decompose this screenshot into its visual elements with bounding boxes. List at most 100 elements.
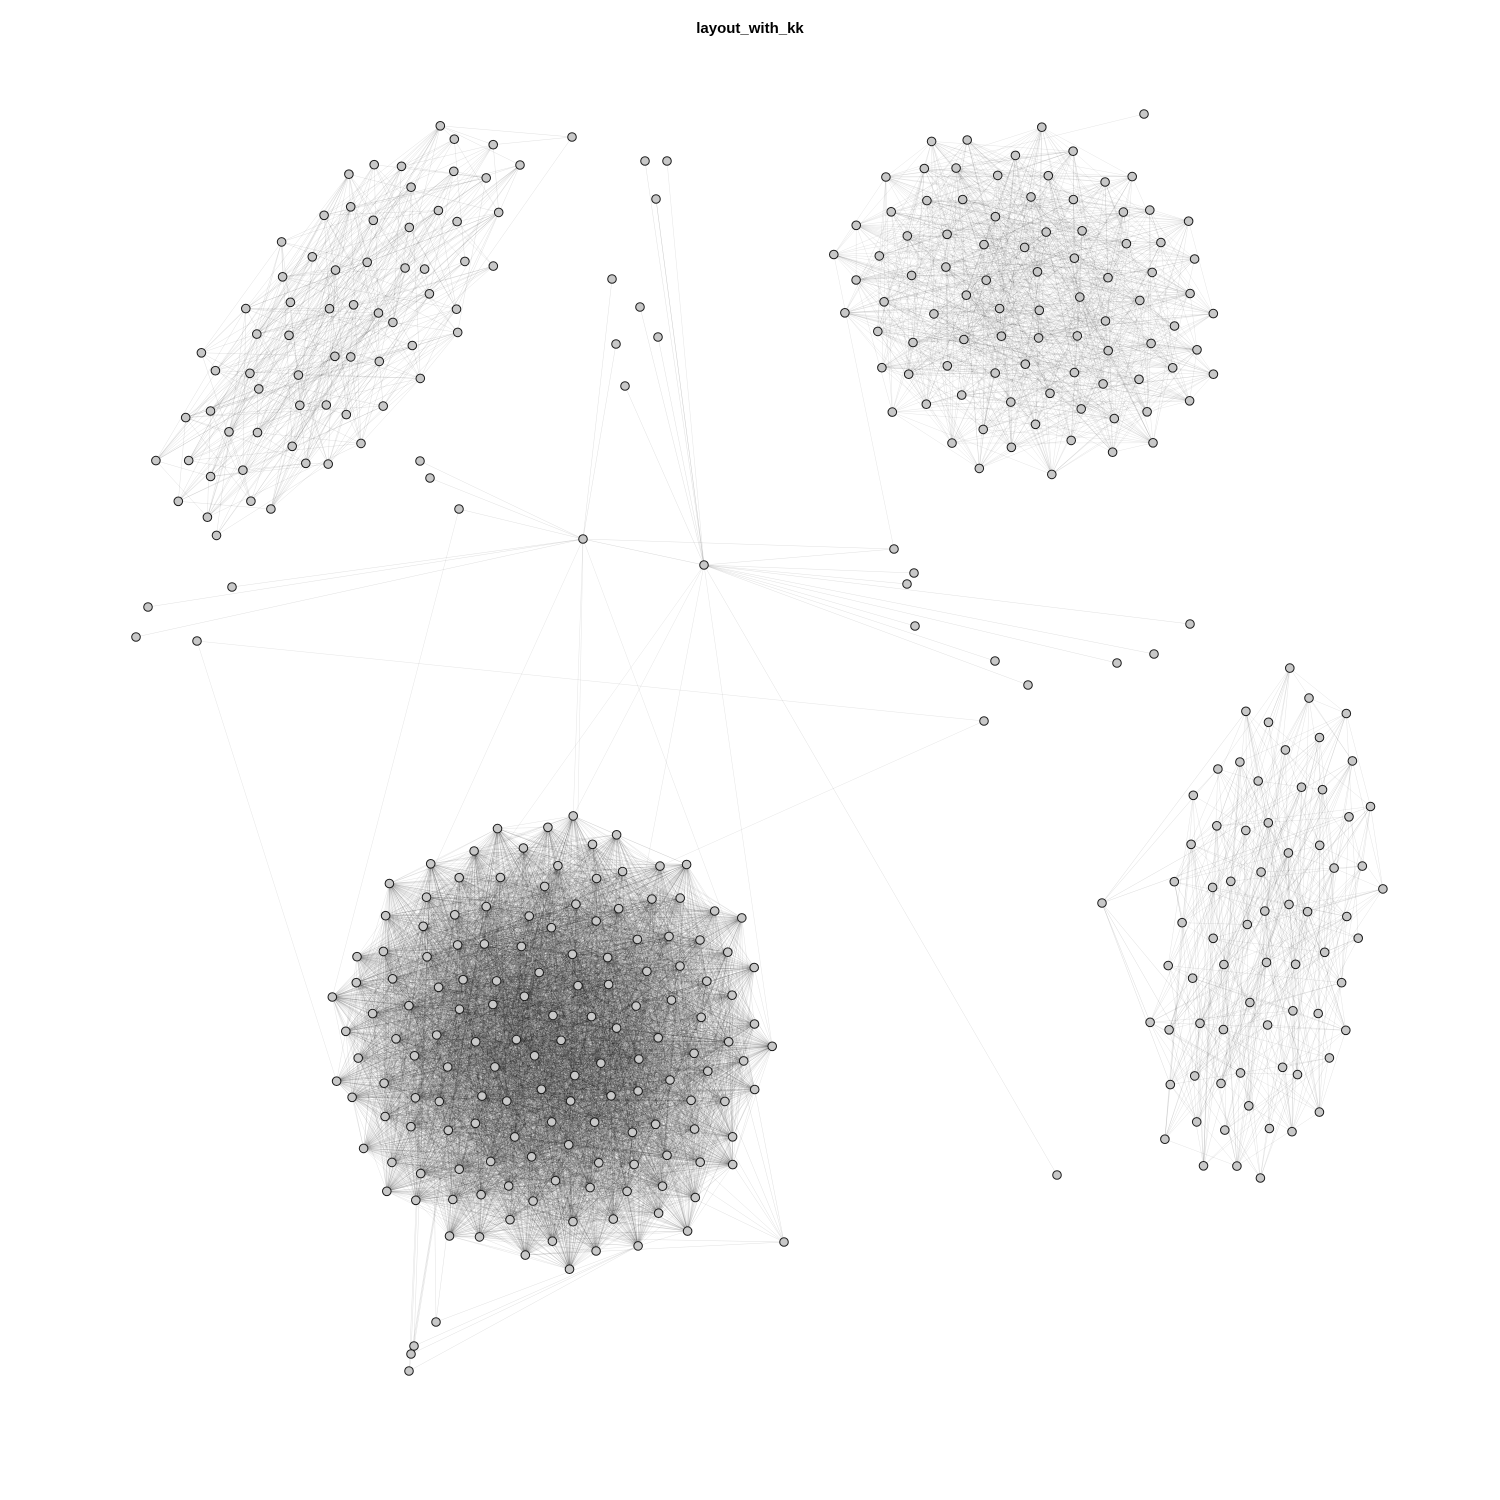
cluster-top-right-edge [956,167,1133,177]
cluster-top-left-edge [335,164,375,271]
cluster-top-left-edge [409,187,412,228]
cluster-top-right-edge [963,220,1189,340]
cluster-top-left-edge [185,417,306,464]
cluster-top-right-edge [1138,293,1191,380]
cluster-bottom-left-edge [514,1015,554,1137]
cluster-top-right-edge [879,234,948,257]
cluster-top-left-edge [323,138,455,216]
cluster-bottom-left-edge [525,1016,592,1256]
cluster-top-right-edge [961,394,1148,413]
cluster-top-left-edge [401,166,487,179]
cluster-top-right-edge [995,343,1152,374]
cluster-top-right-edge [995,272,1153,374]
cluster-top-right-edge [1010,313,1214,403]
cluster-bottom-left-edge [332,996,542,1090]
cluster-bottom-left-edge [591,1016,663,1187]
cluster-bottom-left-edge [524,996,553,1242]
cluster-top-right-edge [985,280,1002,337]
cluster-bottom-left-edge [534,1055,688,1232]
cluster-top-right-edge [1073,199,1082,409]
cluster-top-left-edge [155,187,412,461]
cluster-top-right-edge [877,331,927,405]
cluster-top-left-edge [348,174,425,270]
cluster-bottom-left-edge [560,834,617,1041]
cluster-top-right-edge [833,254,967,296]
cluster-bottom-left-edge [415,1015,554,1201]
cluster-bottom-left-edge [420,1089,542,1174]
cluster-bottom-left-edge [591,844,593,1017]
cluster-top-right-edge [982,151,1074,430]
cluster-bottom-left-edge [473,850,592,1017]
cluster-bottom-left-edge [524,994,733,997]
cluster-bottom-left-edge [600,1062,639,1092]
cluster-top-right-edge [890,211,1012,448]
cluster-top-right-edge [1074,372,1154,443]
cluster-top-left-edge [299,227,410,406]
cluster-bottom-left-edge [392,978,592,1017]
cluster-top-right-edge [844,293,1191,314]
cluster-top-left-edge [188,332,458,461]
cluster-top-left-edge [228,334,258,432]
cluster-top-right-edge [1011,440,1072,448]
cluster-top-left-edge [305,267,406,464]
cluster-bottom-left-edge [524,996,532,1157]
cluster-top-right-edge [931,141,1109,351]
cluster-top-right-edge [884,301,1002,337]
cluster-top-right-edge [890,211,909,375]
cluster-top-left-edge [346,332,458,415]
cluster-bottom-left-edge [452,1016,592,1200]
cluster-bottom-left-edge [560,1040,612,1096]
cluster-top-right-edge [1112,300,1141,453]
cluster-top-right-edge [926,181,1106,405]
cluster-top-left-edge [207,276,283,518]
cluster-top-right-edge [931,141,1214,314]
cluster-top-right-edge [963,243,1127,340]
cluster-top-right-edge [1010,400,1190,403]
cluster-top-right-edge [947,216,996,235]
cluster-bottom-left-edge [574,1075,692,1101]
cluster-top-right-edge [1172,367,1214,375]
cluster-top-right-edge [995,335,1078,374]
cluster-bottom-left-edge [426,897,525,997]
cluster-top-right-edge [947,155,1016,366]
cluster-top-right-edge [833,176,887,255]
cluster-top-right-edge [1041,127,1214,375]
cluster-top-right-edge [912,200,928,343]
cluster-bottom-left-edge [385,1055,535,1117]
cluster-bottom-left-edge [523,847,535,1056]
cluster-bottom-left-edge [521,946,576,1076]
cluster-top-left-edge [228,220,374,432]
cluster-top-right-edge [1011,367,1173,448]
cluster-top-right-edge [856,211,892,226]
cluster-top-right-edge [844,312,948,367]
cluster-top-left-edge [299,356,351,406]
cluster-top-right-edge [1079,296,1140,380]
cluster-bottom-left-edge [516,844,593,1040]
cluster-top-right-edge [883,301,980,469]
cluster-bottom-left-edge [492,1004,517,1040]
cluster-top-right-edge [926,404,980,469]
cluster-top-right-edge [1039,310,1198,351]
cluster-bottom-left-edge [541,1089,591,1188]
cluster-top-right-edge [1105,258,1195,322]
cluster-top-right-edge [947,300,1140,367]
cluster-top-left-edge [292,345,413,447]
cluster-bottom-left-edge [423,926,554,1016]
cluster-top-right-edge [931,141,1025,248]
cluster-bottom-left-edge [574,1075,600,1163]
cluster-top-right-edge [1010,372,1075,403]
cluster-bottom-left-edge [534,1055,633,1133]
cluster-bottom-left-edge [560,1040,695,1130]
cluster-top-left-edge [257,221,458,433]
cluster-top-right-edge [1188,221,1214,314]
cluster-top-left-edge [155,164,521,461]
cluster-top-right-edge [1081,230,1140,301]
cluster-top-left-edge [210,174,350,477]
cluster-bottom-left-edge [494,996,525,1067]
cluster-top-right-edge [926,200,996,217]
cluster-top-left-edge [155,322,394,461]
cluster-top-right-edge [1048,175,1133,177]
cluster-top-right-edge [924,168,1083,232]
cluster-bottom-left-edge [492,1004,542,1090]
cluster-top-left-edge [228,431,244,471]
